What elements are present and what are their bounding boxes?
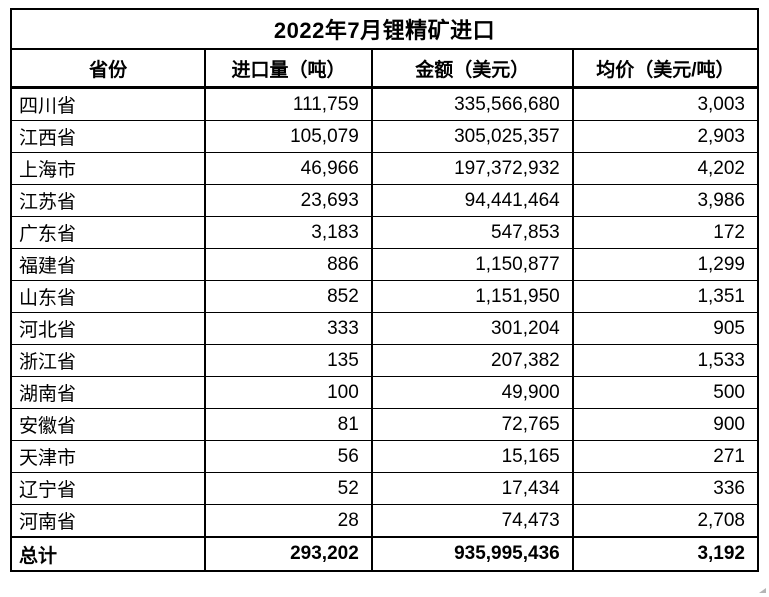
table-row: 四川省 111,759 335,566,680 3,003 (10, 87, 759, 121)
amount-cell: 547,853 (370, 216, 574, 249)
total-import-volume: 293,202 (204, 536, 373, 572)
province-cell: 上海市 (10, 152, 206, 185)
table-row: 河北省 333 301,204 905 (10, 312, 759, 345)
province-cell: 天津市 (10, 440, 206, 473)
import-volume-cell: 3,183 (204, 216, 373, 249)
province-cell: 四川省 (10, 87, 206, 121)
import-volume-cell: 135 (204, 344, 373, 377)
import-volume-cell: 46,966 (204, 152, 373, 185)
avg-price-cell: 1,351 (571, 280, 759, 313)
import-volume-cell: 28 (204, 504, 373, 538)
import-volume-cell: 52 (204, 472, 373, 505)
avg-price-cell: 2,708 (571, 504, 759, 538)
amount-cell: 207,382 (370, 344, 574, 377)
import-volume-cell: 81 (204, 408, 373, 441)
avg-price-cell: 1,533 (571, 344, 759, 377)
import-volume-cell: 852 (204, 280, 373, 313)
table-row: 广东省 3,183 547,853 172 (10, 216, 759, 249)
amount-cell: 301,204 (370, 312, 574, 345)
amount-cell: 49,900 (370, 376, 574, 409)
corner-cursor-artifact (759, 588, 766, 593)
import-volume-cell: 56 (204, 440, 373, 473)
total-avg-price: 3,192 (571, 536, 759, 572)
province-cell: 江西省 (10, 120, 206, 153)
province-cell: 河北省 (10, 312, 206, 345)
province-cell: 浙江省 (10, 344, 206, 377)
avg-price-cell: 172 (571, 216, 759, 249)
import-volume-cell: 111,759 (204, 87, 373, 121)
province-cell: 山东省 (10, 280, 206, 313)
avg-price-cell: 336 (571, 472, 759, 505)
province-cell: 河南省 (10, 504, 206, 538)
table-row: 福建省 886 1,150,877 1,299 (10, 248, 759, 281)
province-cell: 广东省 (10, 216, 206, 249)
avg-price-cell: 900 (571, 408, 759, 441)
avg-price-cell: 3,986 (571, 184, 759, 217)
province-cell: 湖南省 (10, 376, 206, 409)
table-body: 四川省 111,759 335,566,680 3,003 江西省 105,079 305,… (10, 87, 759, 538)
table-row: 浙江省 135 207,382 1,533 (10, 344, 759, 377)
total-row: 总计 293,202 935,995,436 3,192 (10, 536, 759, 572)
province-cell: 江苏省 (10, 184, 206, 217)
avg-price-cell: 2,903 (571, 120, 759, 153)
amount-cell: 1,151,950 (370, 280, 574, 313)
table-row: 山东省 852 1,151,950 1,351 (10, 280, 759, 313)
table-row: 天津市 56 15,165 271 (10, 440, 759, 473)
total-label: 总计 (10, 536, 206, 572)
avg-price-cell: 4,202 (571, 152, 759, 185)
column-header-avg-price: 均价（美元/吨） (571, 48, 759, 89)
avg-price-cell: 1,299 (571, 248, 759, 281)
table-row: 安徽省 81 72,765 900 (10, 408, 759, 441)
header-row: 省份 进口量（吨） 金额（美元） 均价（美元/吨） (10, 48, 759, 89)
import-volume-cell: 105,079 (204, 120, 373, 153)
province-cell: 福建省 (10, 248, 206, 281)
amount-cell: 197,372,932 (370, 152, 574, 185)
amount-cell: 305,025,357 (370, 120, 574, 153)
table-row: 辽宁省 52 17,434 336 (10, 472, 759, 505)
column-header-import-volume: 进口量（吨） (204, 48, 373, 89)
title-row: 2022年7月锂精矿进口 (10, 8, 759, 50)
total-amount: 935,995,436 (370, 536, 574, 572)
amount-cell: 15,165 (370, 440, 574, 473)
import-volume-cell: 100 (204, 376, 373, 409)
table-row: 江西省 105,079 305,025,357 2,903 (10, 120, 759, 153)
amount-cell: 74,473 (370, 504, 574, 538)
table-row: 河南省 28 74,473 2,708 (10, 504, 759, 538)
province-cell: 安徽省 (10, 408, 206, 441)
table-row: 上海市 46,966 197,372,932 4,202 (10, 152, 759, 185)
amount-cell: 72,765 (370, 408, 574, 441)
lithium-import-table: 2022年7月锂精矿进口 省份 进口量（吨） 金额（美元） 均价（美元/吨） 四… (10, 8, 759, 572)
import-volume-cell: 886 (204, 248, 373, 281)
table-title: 2022年7月锂精矿进口 (10, 8, 759, 50)
column-header-amount: 金额（美元） (370, 48, 574, 89)
amount-cell: 94,441,464 (370, 184, 574, 217)
avg-price-cell: 271 (571, 440, 759, 473)
table-row: 江苏省 23,693 94,441,464 3,986 (10, 184, 759, 217)
amount-cell: 335,566,680 (370, 87, 574, 121)
import-volume-cell: 333 (204, 312, 373, 345)
province-cell: 辽宁省 (10, 472, 206, 505)
avg-price-cell: 500 (571, 376, 759, 409)
table-row: 湖南省 100 49,900 500 (10, 376, 759, 409)
import-volume-cell: 23,693 (204, 184, 373, 217)
column-header-province: 省份 (10, 48, 206, 89)
avg-price-cell: 905 (571, 312, 759, 345)
amount-cell: 1,150,877 (370, 248, 574, 281)
avg-price-cell: 3,003 (571, 87, 759, 121)
amount-cell: 17,434 (370, 472, 574, 505)
